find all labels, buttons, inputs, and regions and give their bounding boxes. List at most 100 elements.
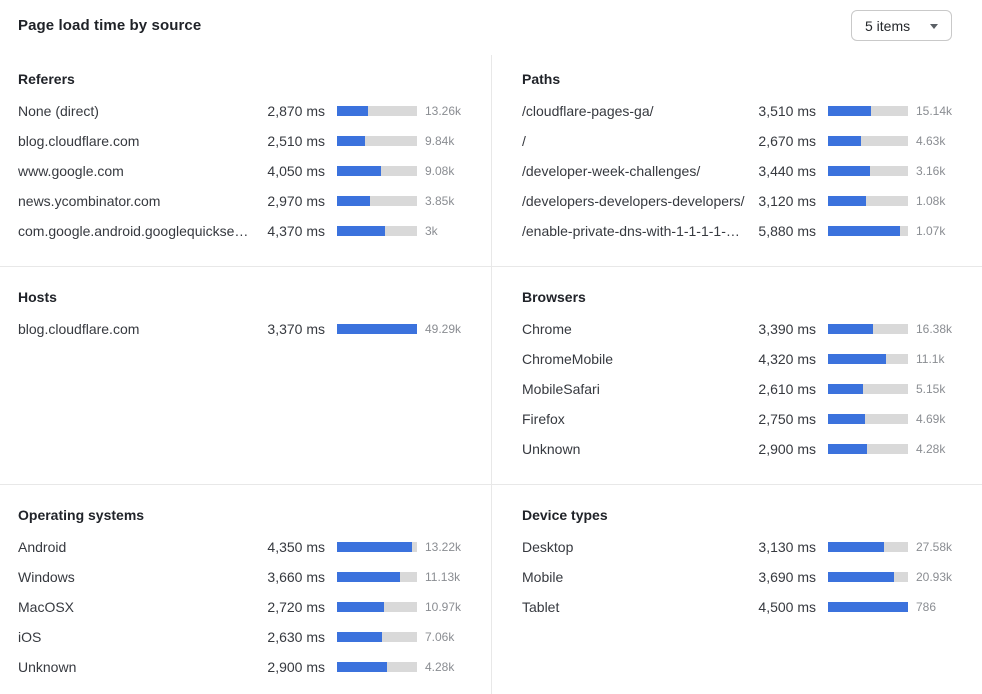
bar-fill — [337, 632, 383, 642]
row-count: 9.84k — [425, 134, 455, 148]
stat-row[interactable]: www.google.com 4,050 ms 9.08k — [18, 156, 473, 186]
panel-rows: /cloudflare-pages-ga/3,510 ms 15.14k / 2,67… — [522, 96, 964, 246]
stat-row[interactable]: Mobile 3,690 ms 20.93k — [522, 562, 964, 592]
bar-track — [828, 226, 908, 236]
row-value-ms: 4,050 ms — [267, 163, 325, 179]
row-value-ms: 4,370 ms — [267, 223, 325, 239]
stat-row[interactable]: /cloudflare-pages-ga/3,510 ms 15.14k — [522, 96, 964, 126]
bar-fill — [828, 384, 863, 394]
row-count: 16.38k — [916, 322, 953, 336]
items-count-dropdown[interactable]: 5 items — [851, 10, 952, 41]
chevron-down-icon — [930, 23, 938, 29]
bar-track — [828, 324, 908, 334]
panel-rows: Desktop 3,130 ms 27.58k Mobile 3,690 ms 20.93… — [522, 532, 964, 622]
row-count: 4.69k — [916, 412, 946, 426]
row-label: None (direct) — [18, 103, 99, 119]
row-label: Chrome — [522, 321, 572, 337]
row-count: 3.16k — [916, 164, 946, 178]
bar-fill — [828, 226, 901, 236]
row-count: 1.07k — [916, 224, 946, 238]
stat-row[interactable]: Windows 3,660 ms 11.13k — [18, 562, 473, 592]
row-count: 5.15k — [916, 382, 946, 396]
stat-row[interactable]: ChromeMobile 4,320 ms 11.1k — [522, 344, 964, 374]
bar-fill — [828, 106, 872, 116]
bar-track — [828, 414, 908, 424]
panel-device-types: Device types Desktop 3,130 ms 27.58k Mobile… — [491, 484, 982, 694]
panel-paths: Paths /cloudflare-pages-ga/3,510 ms 15.14… — [491, 55, 982, 266]
bar-track — [337, 226, 417, 236]
row-value-ms: 2,720 ms — [267, 599, 325, 615]
stat-row[interactable]: /developer-week-challenges/3,440 ms 3.16k — [522, 156, 964, 186]
stat-row[interactable]: Firefox 2,750 ms 4.69k — [522, 404, 964, 434]
stat-row[interactable]: iOS 2,630 ms 7.06k — [18, 622, 473, 652]
row-label: Android — [18, 539, 67, 555]
bar-track — [828, 542, 908, 552]
row-value-ms: 2,900 ms — [267, 659, 325, 675]
row-label: Unknown — [522, 441, 581, 457]
stat-row[interactable]: news.ycombinator.com 2,970 ms 3.85k — [18, 186, 473, 216]
panel-hosts: Hosts blog.cloudflare.com 3,370 ms 49.29k — [0, 266, 491, 484]
stat-row[interactable]: blog.cloudflare.com 3,370 ms 49.29k — [18, 314, 473, 344]
bar-track — [337, 136, 417, 146]
row-label: Firefox — [522, 411, 565, 427]
panel-browsers: Browsers Chrome 3,390 ms 16.38k ChromeMobil… — [491, 266, 982, 484]
bar-fill — [337, 166, 382, 176]
row-label: Tablet — [522, 599, 560, 615]
stat-row[interactable]: com.google.android.googlequicksearc... 4,… — [18, 216, 473, 246]
row-label: news.ycombinator.com — [18, 193, 161, 209]
stat-row[interactable]: / 2,670 ms 4.63k — [522, 126, 964, 156]
row-value-ms: 2,750 ms — [758, 411, 816, 427]
bar-track — [337, 324, 417, 334]
stat-row[interactable]: None (direct) 2,870 ms 13.26k — [18, 96, 473, 126]
row-value-ms: 4,320 ms — [758, 351, 816, 367]
row-count: 13.26k — [425, 104, 462, 118]
bar-track — [828, 106, 908, 116]
stat-row[interactable]: blog.cloudflare.com 2,510 ms 9.84k — [18, 126, 473, 156]
row-value-ms: 3,660 ms — [267, 569, 325, 585]
items-count-label: 5 items — [865, 17, 911, 34]
bar-fill — [337, 226, 385, 236]
row-label: blog.cloudflare.com — [18, 133, 140, 149]
row-label: / — [522, 133, 526, 149]
row-label: /cloudflare-pages-ga/ — [522, 103, 654, 119]
bar-track — [337, 572, 417, 582]
stat-row[interactable]: Unknown 2,900 ms 4.28k — [18, 652, 473, 682]
bar-fill — [828, 572, 894, 582]
bar-track — [828, 572, 908, 582]
row-value-ms: 3,120 ms — [758, 193, 816, 209]
row-count: 49.29k — [425, 322, 462, 336]
bar-track — [828, 136, 908, 146]
bar-track — [337, 196, 417, 206]
row-label: MacOSX — [18, 599, 75, 615]
bar-fill — [337, 662, 387, 672]
stat-row[interactable]: Tablet 4,500 ms 786 — [522, 592, 964, 622]
bar-track — [828, 166, 908, 176]
row-value-ms: 2,870 ms — [267, 103, 325, 119]
row-value-ms: 4,350 ms — [267, 539, 325, 555]
row-value-ms: 3,130 ms — [758, 539, 816, 555]
row-label: Desktop — [522, 539, 574, 555]
stat-row[interactable]: Android 4,350 ms 13.22k — [18, 532, 473, 562]
stat-row[interactable]: Chrome 3,390 ms 16.38k — [522, 314, 964, 344]
bar-track — [828, 354, 908, 364]
bar-fill — [337, 106, 369, 116]
panel-title: Browsers — [522, 289, 586, 305]
stat-row[interactable]: MacOSX 2,720 ms 10.97k — [18, 592, 473, 622]
bar-track — [828, 196, 908, 206]
bar-fill — [337, 196, 370, 206]
stat-row[interactable]: /developers-developers-developers/3,120 … — [522, 186, 964, 216]
stat-row[interactable]: /enable-private-dns-with-1-1-1-1-on-... 5… — [522, 216, 964, 246]
row-label: iOS — [18, 629, 42, 645]
bar-fill — [828, 354, 886, 364]
row-count: 1.08k — [916, 194, 946, 208]
row-value-ms: 5,880 ms — [758, 223, 816, 239]
stat-row[interactable]: MobileSafari 2,610 ms 5.15k — [522, 374, 964, 404]
row-count: 7.06k — [425, 630, 455, 644]
panel-title: Device types — [522, 507, 608, 523]
stat-row[interactable]: Desktop 3,130 ms 27.58k — [522, 532, 964, 562]
row-value-ms: 2,970 ms — [267, 193, 325, 209]
row-label: /developer-week-challenges/ — [522, 163, 701, 179]
row-label: Windows — [18, 569, 75, 585]
stat-row[interactable]: Unknown 2,900 ms 4.28k — [522, 434, 964, 464]
bar-fill — [337, 136, 365, 146]
